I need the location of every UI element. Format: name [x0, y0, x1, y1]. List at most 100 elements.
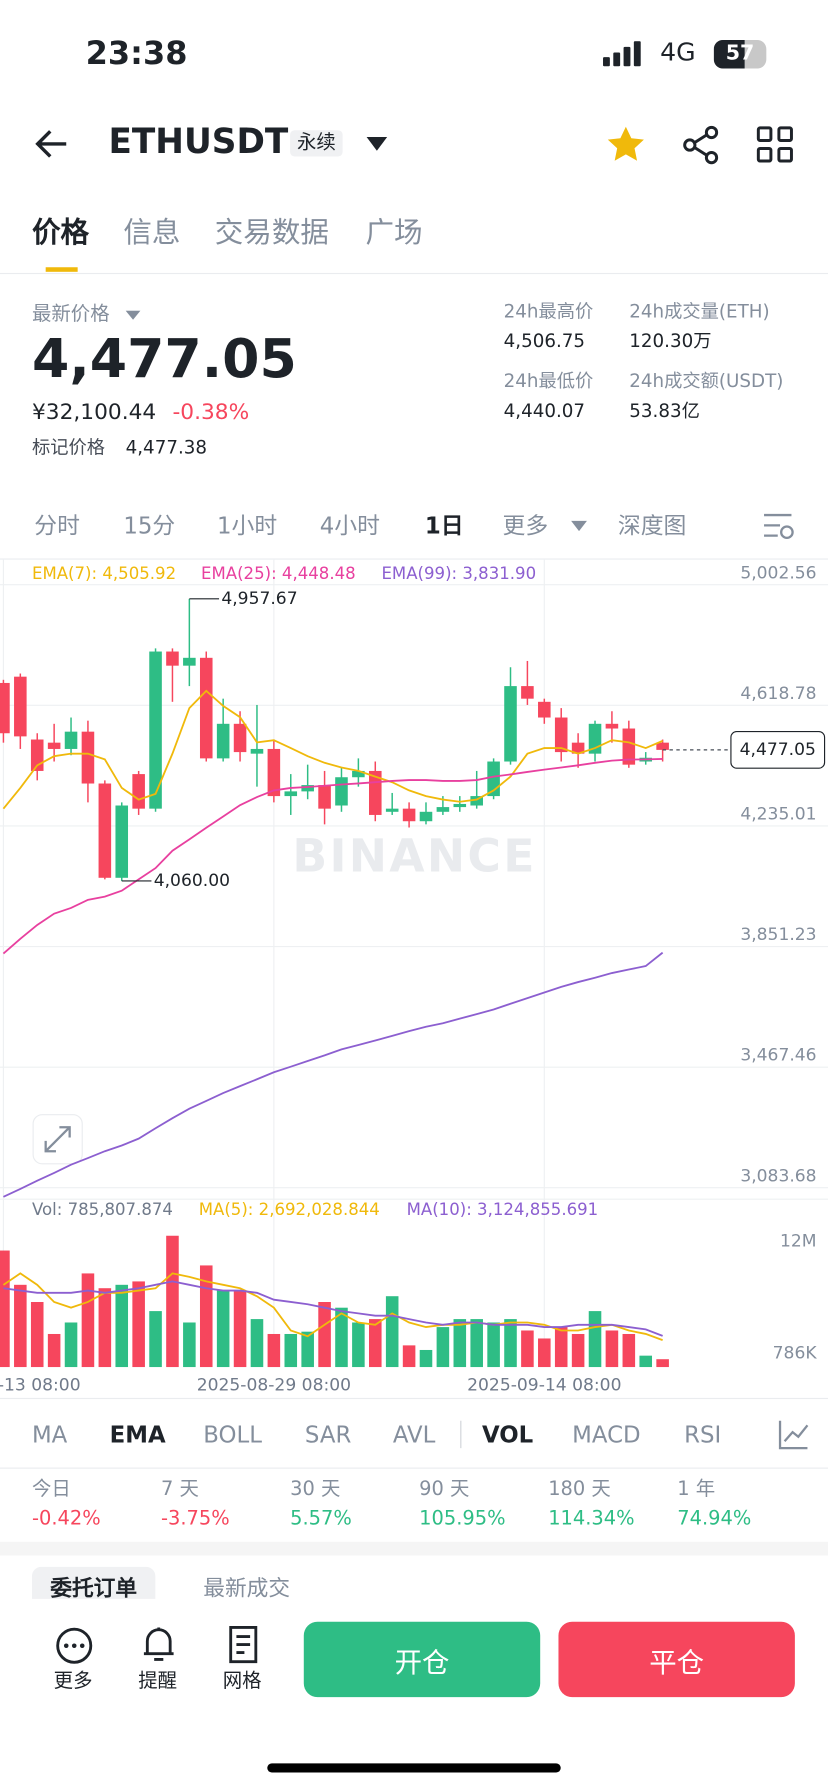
volume-bar: [318, 1302, 331, 1368]
candle-body: [98, 783, 112, 878]
interval[interactable]: 1日: [424, 511, 464, 540]
volume-bar: [301, 1331, 314, 1368]
indicator-tab[interactable]: EMA: [109, 1420, 166, 1449]
volume-bar: [149, 1311, 162, 1368]
stat-label: 24h最低价: [503, 370, 594, 392]
volume-bar: [436, 1327, 450, 1368]
back-button[interactable]: [34, 128, 71, 160]
volume-bar: [64, 1322, 78, 1368]
volume-bar: [216, 1290, 230, 1368]
battery: 57: [713, 39, 767, 69]
period-change: 114.34%: [548, 1507, 635, 1531]
volume-bar: [419, 1349, 433, 1368]
indicator-tab[interactable]: RSI: [684, 1420, 722, 1449]
candle-body: [149, 651, 162, 809]
volume-bar: [571, 1333, 585, 1368]
expand-icon[interactable]: [32, 1114, 83, 1165]
share-button[interactable]: [682, 125, 721, 165]
battery-level: 57: [725, 41, 755, 66]
more-dropdown[interactable]: [571, 520, 588, 532]
candle-body: [115, 805, 129, 878]
stat-label: 24h最高价: [503, 300, 594, 323]
nav-label[interactable]: 提醒: [138, 1669, 178, 1693]
volume-bar: [98, 1288, 112, 1368]
chart-settings[interactable]: [762, 512, 796, 542]
candle-body: [504, 686, 517, 762]
volume-bar: [554, 1327, 568, 1368]
grid-menu[interactable]: [756, 126, 795, 165]
legend-value: 3,831.90: [462, 565, 537, 584]
legend-name: Vol: [32, 1201, 68, 1219]
indicator-tab[interactable]: BOLL: [203, 1420, 262, 1449]
x-tick-label: 2025-08-29 08:00: [197, 1375, 351, 1395]
candle-body: [199, 657, 213, 759]
grid-bot-icon[interactable]: [227, 1625, 261, 1664]
candle-body: [318, 785, 331, 809]
volume-bar: [369, 1319, 382, 1368]
volume-bar: [352, 1322, 365, 1368]
alert-icon[interactable]: [140, 1625, 177, 1664]
indicator-line: [3, 1280, 663, 1337]
close-position-button[interactable]: 平仓: [558, 1621, 795, 1698]
button-label: 平仓: [649, 1646, 705, 1679]
interval[interactable]: 深度图: [617, 511, 687, 540]
legend-item: Vol785,807.874: [32, 1201, 173, 1220]
favorite-star[interactable]: [606, 126, 645, 163]
order-tab[interactable]: 最新成交: [203, 1576, 291, 1602]
volume-bar: [470, 1319, 483, 1368]
candle-body: [64, 731, 78, 749]
indicator-tab[interactable]: VOL: [481, 1420, 534, 1449]
divider: [0, 1467, 828, 1469]
more-icon[interactable]: [55, 1626, 94, 1665]
indicator-tab[interactable]: SAR: [304, 1420, 352, 1449]
y-tick-label: 5,002.56: [740, 563, 816, 583]
nav-label[interactable]: 网格: [222, 1669, 262, 1693]
interval[interactable]: 15分: [123, 511, 176, 540]
interval[interactable]: 1小时: [216, 511, 278, 540]
volume-bar: [335, 1307, 348, 1368]
indicator-tab[interactable]: MA: [31, 1420, 68, 1449]
open-position-button[interactable]: 开仓: [303, 1621, 541, 1698]
indicator-settings[interactable]: [778, 1418, 810, 1450]
y-tick-label: 4,235.01: [740, 805, 816, 825]
annotation-label: 4,060.00: [154, 871, 230, 891]
interval[interactable]: 更多: [502, 511, 549, 540]
legend-value: 2,692,028.844: [258, 1201, 380, 1220]
legend-value: 3,124,855.691: [477, 1201, 599, 1220]
interval[interactable]: 分时: [34, 511, 80, 540]
candle-body: [622, 728, 636, 765]
y-tick-label: 786K: [773, 1343, 818, 1363]
y-tick-label: 4,618.78: [740, 684, 816, 704]
volume-bar: [622, 1333, 636, 1368]
volume-bar: [14, 1284, 27, 1368]
indicator-line: [2, 757, 663, 955]
volume-bar: [453, 1319, 467, 1368]
legend-name: EMA(7): [32, 565, 102, 583]
contract-badge: 永续: [290, 130, 343, 157]
price-dropdown[interactable]: [125, 310, 141, 321]
divider: [0, 1397, 828, 1400]
legend-value: 785,807.874: [67, 1201, 173, 1220]
indicator-tab[interactable]: MACD: [572, 1420, 641, 1449]
home-indicator: [267, 1763, 561, 1773]
volume-bar: [521, 1330, 534, 1368]
volume-bar: [656, 1359, 669, 1368]
tab[interactable]: 交易数据: [214, 215, 329, 249]
interval[interactable]: 4小时: [319, 511, 381, 540]
tab[interactable]: 价格: [31, 215, 90, 249]
indicator-tab[interactable]: AVL: [392, 1420, 436, 1449]
volume-bar: [183, 1322, 196, 1368]
symbol[interactable]: ETHUSDT: [108, 122, 289, 163]
tab[interactable]: 广场: [365, 215, 423, 249]
candle-body: [47, 742, 61, 749]
candle-body: [436, 807, 450, 812]
legend-value: 4,448.48: [281, 565, 356, 584]
tab[interactable]: 信息: [123, 215, 181, 249]
symbol-dropdown[interactable]: [365, 136, 388, 152]
nav-label[interactable]: 更多: [53, 1669, 93, 1693]
last-price: 4,477.05: [31, 327, 297, 391]
volume-bar: [402, 1345, 416, 1368]
mark-price: 4,477.38: [125, 436, 208, 458]
volume-bar: [588, 1311, 602, 1368]
candle-body: [385, 808, 399, 812]
